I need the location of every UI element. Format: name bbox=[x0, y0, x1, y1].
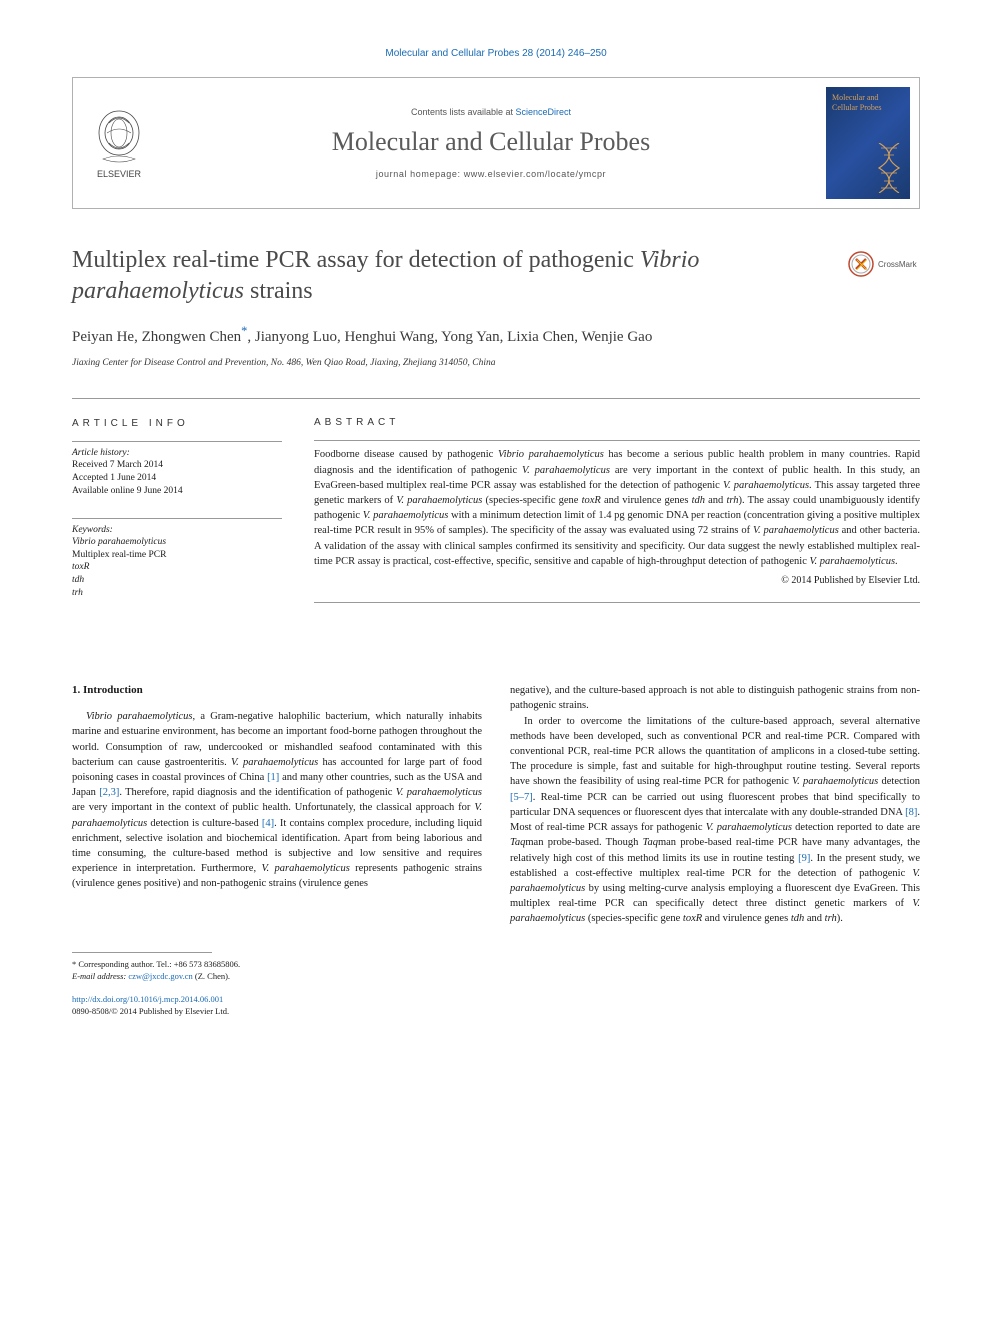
crossmark-badge[interactable]: CrossMark bbox=[848, 251, 920, 277]
abstract-copyright: © 2014 Published by Elsevier Ltd. bbox=[314, 575, 920, 586]
crossmark-label: CrossMark bbox=[878, 260, 917, 269]
intro-paragraph-1: Vibrio parahaemolyticus, a Gram-negative… bbox=[72, 709, 482, 892]
dna-helix-icon bbox=[874, 143, 904, 193]
title-text-post: strains bbox=[244, 278, 313, 304]
journal-name: Molecular and Cellular Probes bbox=[332, 127, 650, 157]
abstract-body: Foodborne disease caused by pathogenic V… bbox=[314, 440, 920, 569]
svg-text:ELSEVIER: ELSEVIER bbox=[97, 169, 142, 179]
journal-homepage-line: journal homepage: www.elsevier.com/locat… bbox=[376, 169, 606, 179]
body-column-right: negative), and the culture-based approac… bbox=[510, 683, 920, 1018]
crossmark-icon bbox=[848, 251, 874, 277]
email-footnote: E-mail address: czw@jxcdc.gov.cn (Z. Che… bbox=[72, 971, 482, 983]
authors-part2: , Jianyong Luo, Henghui Wang, Yong Yan, … bbox=[247, 329, 652, 345]
body-column-left: 1. Introduction Vibrio parahaemolyticus,… bbox=[72, 683, 482, 1018]
affiliation: Jiaxing Center for Disease Control and P… bbox=[72, 358, 920, 368]
article-title: Multiplex real-time PCR assay for detect… bbox=[72, 245, 836, 307]
elsevier-logo-icon: ELSEVIER bbox=[87, 103, 151, 183]
doi-link[interactable]: http://dx.doi.org/10.1016/j.mcp.2014.06.… bbox=[72, 994, 482, 1006]
cover-title: Molecular and Cellular Probes bbox=[832, 93, 904, 112]
ref-8[interactable]: [8] bbox=[905, 807, 917, 818]
abstract-heading: ABSTRACT bbox=[314, 417, 920, 428]
keyword-2: Multiplex real-time PCR bbox=[72, 549, 282, 562]
keyword-4: tdh bbox=[72, 574, 282, 587]
journal-header-box: ELSEVIER Contents lists available at Sci… bbox=[72, 77, 920, 209]
history-accepted: Accepted 1 June 2014 bbox=[72, 472, 282, 485]
authors-part1: Peiyan He, Zhongwen Chen bbox=[72, 329, 241, 345]
title-text-pre: Multiplex real-time PCR assay for detect… bbox=[72, 247, 640, 273]
history-online: Available online 9 June 2014 bbox=[72, 485, 282, 498]
citation-header: Molecular and Cellular Probes 28 (2014) … bbox=[72, 48, 920, 59]
authors-list: Peiyan He, Zhongwen Chen*, Jianyong Luo,… bbox=[72, 323, 920, 348]
homepage-url[interactable]: www.elsevier.com/locate/ymcpr bbox=[464, 169, 606, 179]
ref-5-7[interactable]: [5–7] bbox=[510, 792, 533, 803]
section-1-heading: 1. Introduction bbox=[72, 683, 482, 699]
keyword-5: trh bbox=[72, 587, 282, 600]
footnote-separator bbox=[72, 952, 212, 953]
keyword-3: toxR bbox=[72, 561, 282, 574]
email-link[interactable]: czw@jxcdc.gov.cn bbox=[128, 971, 192, 981]
history-label: Article history: bbox=[72, 448, 282, 458]
article-info-heading: ARTICLE INFO bbox=[72, 418, 282, 429]
intro-paragraph-1-cont: negative), and the culture-based approac… bbox=[510, 683, 920, 713]
issn-copyright: 0890-8508/© 2014 Published by Elsevier L… bbox=[72, 1006, 482, 1018]
ref-9[interactable]: [9] bbox=[798, 853, 810, 864]
ref-1[interactable]: [1] bbox=[267, 772, 279, 783]
history-received: Received 7 March 2014 bbox=[72, 459, 282, 472]
ref-2-3[interactable]: [2,3] bbox=[99, 787, 119, 798]
contents-prefix: Contents lists available at bbox=[411, 107, 516, 117]
ref-4[interactable]: [4] bbox=[262, 818, 274, 829]
keywords-label: Keywords: bbox=[72, 525, 282, 535]
publisher-logo-area: ELSEVIER bbox=[73, 78, 165, 208]
journal-cover-thumbnail: Molecular and Cellular Probes bbox=[826, 87, 910, 199]
intro-paragraph-2: In order to overcome the limitations of … bbox=[510, 714, 920, 927]
homepage-prefix: journal homepage: bbox=[376, 169, 464, 179]
keyword-1: Vibrio parahaemolyticus bbox=[72, 536, 282, 549]
contents-available-line: Contents lists available at ScienceDirec… bbox=[411, 107, 571, 117]
corresponding-author-footnote: * Corresponding author. Tel.: +86 573 83… bbox=[72, 959, 482, 971]
sciencedirect-link[interactable]: ScienceDirect bbox=[516, 107, 572, 117]
